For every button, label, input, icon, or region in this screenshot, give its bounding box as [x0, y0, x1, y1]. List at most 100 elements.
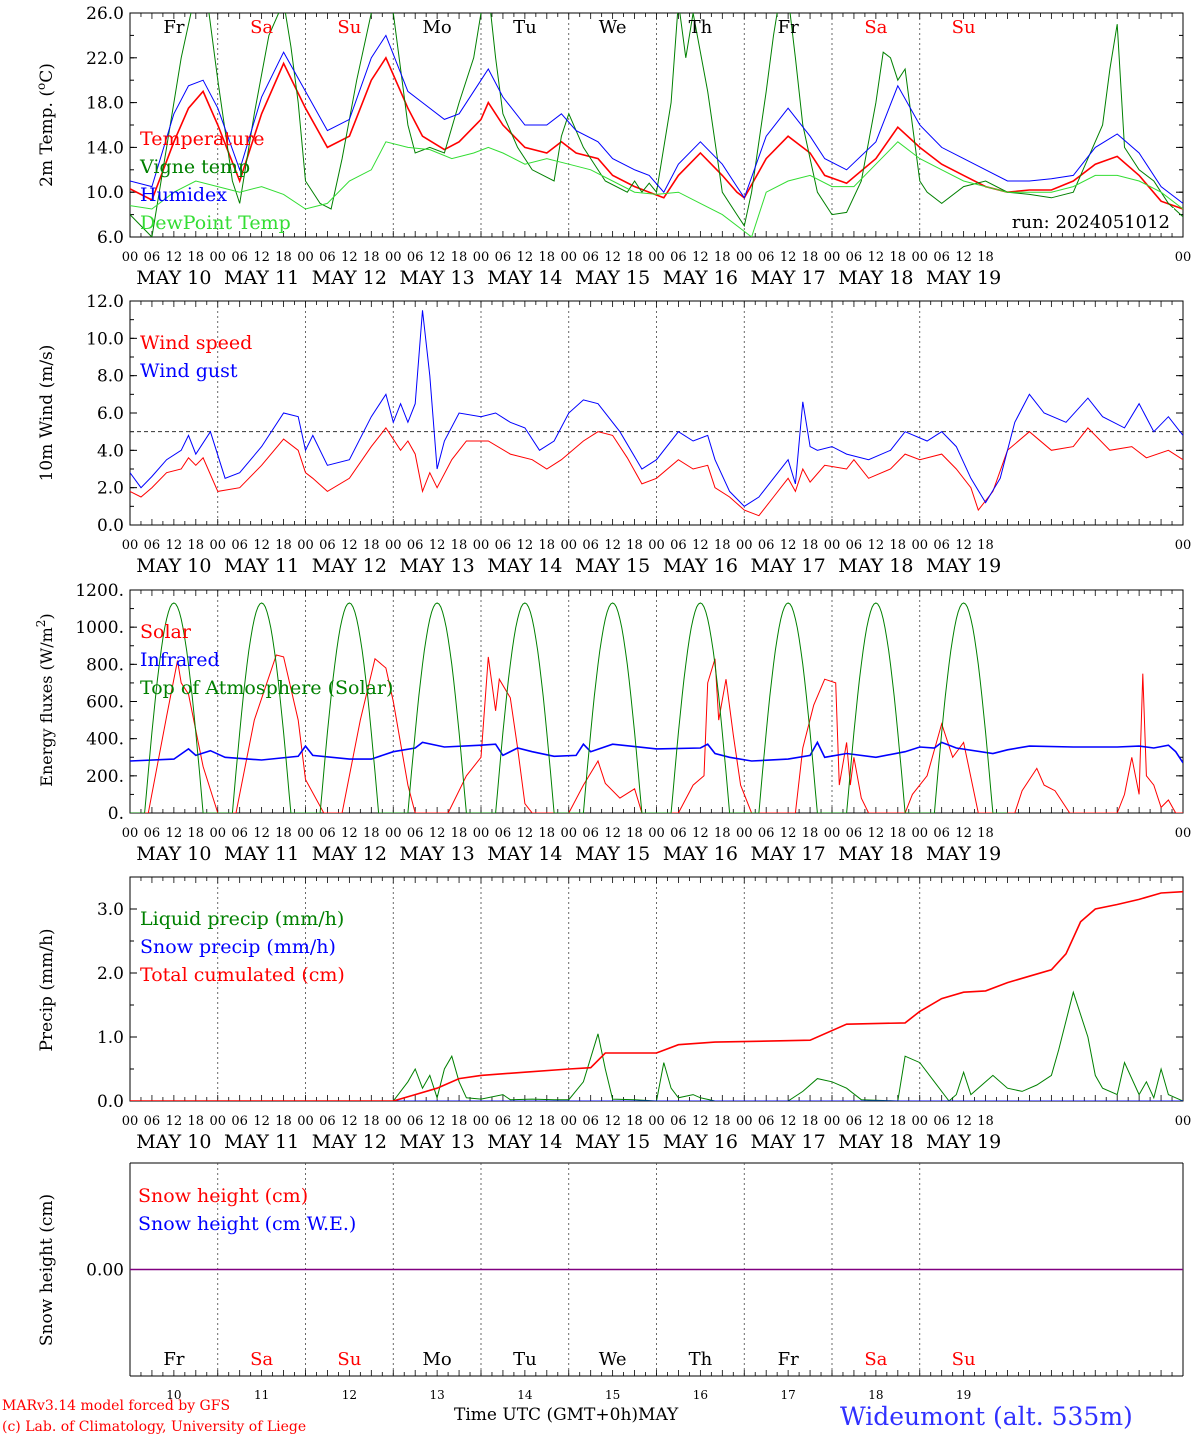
panel-2-hour-label: 06 [495, 826, 512, 841]
footer-lab-credit: (c) Lab. of Climatology, University of L… [2, 1419, 307, 1435]
panel-2-hour-label: 00 [648, 826, 665, 841]
panel-3-hour-label: 18 [977, 1114, 994, 1129]
panel-3-hour-label: 00 [824, 1114, 841, 1129]
panel-1-hour-label: 12 [517, 538, 534, 553]
time-utc-label: Time UTC (GMT+0h) [454, 1405, 639, 1425]
panel-3-hour-label: 06 [144, 1114, 161, 1129]
day-number-label: 11 [254, 1388, 269, 1402]
panel-2-hour-label: 12 [517, 826, 534, 841]
panel-3-hour-label: 06 [495, 1114, 512, 1129]
panel-0-date-label: MAY 14 [487, 267, 562, 289]
panel-0-hour-label: 12 [166, 250, 183, 265]
panel-2-hour-label: 00 [209, 826, 226, 841]
panel-2-hour-label: 00 [824, 826, 841, 841]
panel-0-hour-label: 18 [890, 250, 907, 265]
panel-2-hour-label: 06 [144, 826, 161, 841]
panel-0-legend-entry: DewPoint Temp [140, 212, 291, 234]
panel-0-hour-label: 06 [495, 250, 512, 265]
panel-3-hour-label: 06 [582, 1114, 599, 1129]
panel-1-hour-label: 06 [933, 538, 950, 553]
panel-3-hour-label: 18 [626, 1114, 643, 1129]
panel-0-y-axis-label: 2m Temp. (oC) [34, 63, 57, 187]
panel-2-date-label: MAY 19 [926, 843, 1001, 865]
panel-0-hour-label: 00 [560, 250, 577, 265]
panel-2-hour-label: 00 [297, 826, 314, 841]
panel-1-hour-label: 00 [297, 538, 314, 553]
panel-0-date-label: MAY 19 [926, 267, 1001, 289]
panel-2-legend-entry: Infrared [140, 649, 220, 671]
panel-3-hour-label: 00 [209, 1114, 226, 1129]
panel-3-y-tick-label: 3.0 [97, 900, 124, 920]
panel-1-hour-label: 18 [275, 538, 292, 553]
panel-1-hour-label: 00 [824, 538, 841, 553]
panel-0-hour-label: 12 [604, 250, 621, 265]
panel-0-hour-label: 06 [670, 250, 687, 265]
panel-0-date-label: MAY 16 [663, 267, 738, 289]
panel-0-y-tick-label: 22.0 [86, 49, 124, 69]
panel-1-hour-label: 06 [846, 538, 863, 553]
panel-4-legend-entry: Snow height (cm W.E.) [138, 1213, 356, 1235]
panel-0-series-dewpoint-temp [130, 141, 1183, 237]
panel-1-hour-label: 12 [429, 538, 446, 553]
panel-0-legend-entry: Temperature [140, 128, 264, 150]
panel-0-hour-label: 12 [429, 250, 446, 265]
weekday-label-top: Fr [778, 17, 799, 38]
panel-3-hour-label: 06 [407, 1114, 424, 1129]
panel-1-date-label: MAY 13 [400, 555, 475, 577]
panel-3-hour-label: 12 [868, 1114, 885, 1129]
panel-1-hour-label: 06 [495, 538, 512, 553]
panel-0-date-label: MAY 15 [575, 267, 650, 289]
panel-3-legend-entry: Snow precip (mm/h) [140, 936, 336, 958]
panel-4-y-tick-label: 0.00 [86, 1261, 124, 1281]
day-number-label: 10 [166, 1388, 181, 1402]
panel-0-hour-label: 12 [253, 250, 270, 265]
panel-2-hour-label: 18 [539, 826, 556, 841]
panel-3-y-tick-label: 2.0 [97, 964, 124, 984]
panel-1-hour-label: 12 [955, 538, 972, 553]
panel-2-legend-entry: Top of Atmosphere (Solar) [140, 677, 393, 699]
panel-2-date-label: MAY 13 [400, 843, 475, 865]
panel-2-hour-label: 18 [802, 826, 819, 841]
panel-0-hour-label: 00 [473, 250, 490, 265]
panel-0-y-tick-label: 26.0 [86, 4, 124, 24]
station-name: Wideumont (alt. 535m) [840, 1402, 1133, 1431]
panel-0-hour-label: 06 [231, 250, 248, 265]
panel-2-hour-label: 06 [933, 826, 950, 841]
panel-1-hour-label: 00 [736, 538, 753, 553]
panel-3-date-label: MAY 10 [136, 1131, 211, 1153]
panel-0-hour-label: 18 [977, 250, 994, 265]
panel-1-hour-label: 00 [648, 538, 665, 553]
panel-4-y-axis-label: Snow height (cm) [37, 1194, 57, 1346]
panel-0-date-label: MAY 18 [838, 267, 913, 289]
weekday-label-bottom: Tu [513, 1349, 537, 1370]
panel-0-hour-label: 12 [780, 250, 797, 265]
panel-2-hour-label-end: 00 [1175, 826, 1192, 841]
panel-2-hour-label: 00 [122, 826, 139, 841]
panel-2-hour-label: 12 [692, 826, 709, 841]
panel-0-hour-label: 00 [824, 250, 841, 265]
panel-1-date-label: MAY 17 [751, 555, 826, 577]
panel-3-hour-label: 18 [802, 1114, 819, 1129]
panel-0-hour-label: 12 [517, 250, 534, 265]
panel-0-hour-label: 12 [692, 250, 709, 265]
weekday-label-bottom: Su [952, 1349, 976, 1370]
weekday-label-bottom: Sa [864, 1349, 887, 1370]
panel-3-hour-label: 06 [231, 1114, 248, 1129]
panel-2-hour-label: 12 [868, 826, 885, 841]
panel-2-hour-label: 18 [626, 826, 643, 841]
panel-1-y-tick-label: 4.0 [97, 441, 124, 461]
weekday-label-bottom: Fr [778, 1349, 799, 1370]
panel-0-date-label: MAY 10 [136, 267, 211, 289]
panel-1-legend-entry: Wind gust [140, 360, 238, 382]
panel-0-legend-entry: Humidex [140, 184, 227, 206]
panel-3-hour-label: 12 [955, 1114, 972, 1129]
panel-3-hour-label: 18 [451, 1114, 468, 1129]
panel-2-hour-label: 06 [846, 826, 863, 841]
panel-0-y-tick-label: 18.0 [86, 94, 124, 114]
panel-0-hour-label: 06 [933, 250, 950, 265]
panel-2-hour-label: 06 [231, 826, 248, 841]
panel-2-hour-label: 12 [429, 826, 446, 841]
panel-0-hour-label: 12 [868, 250, 885, 265]
panel-0-hour-label: 06 [582, 250, 599, 265]
